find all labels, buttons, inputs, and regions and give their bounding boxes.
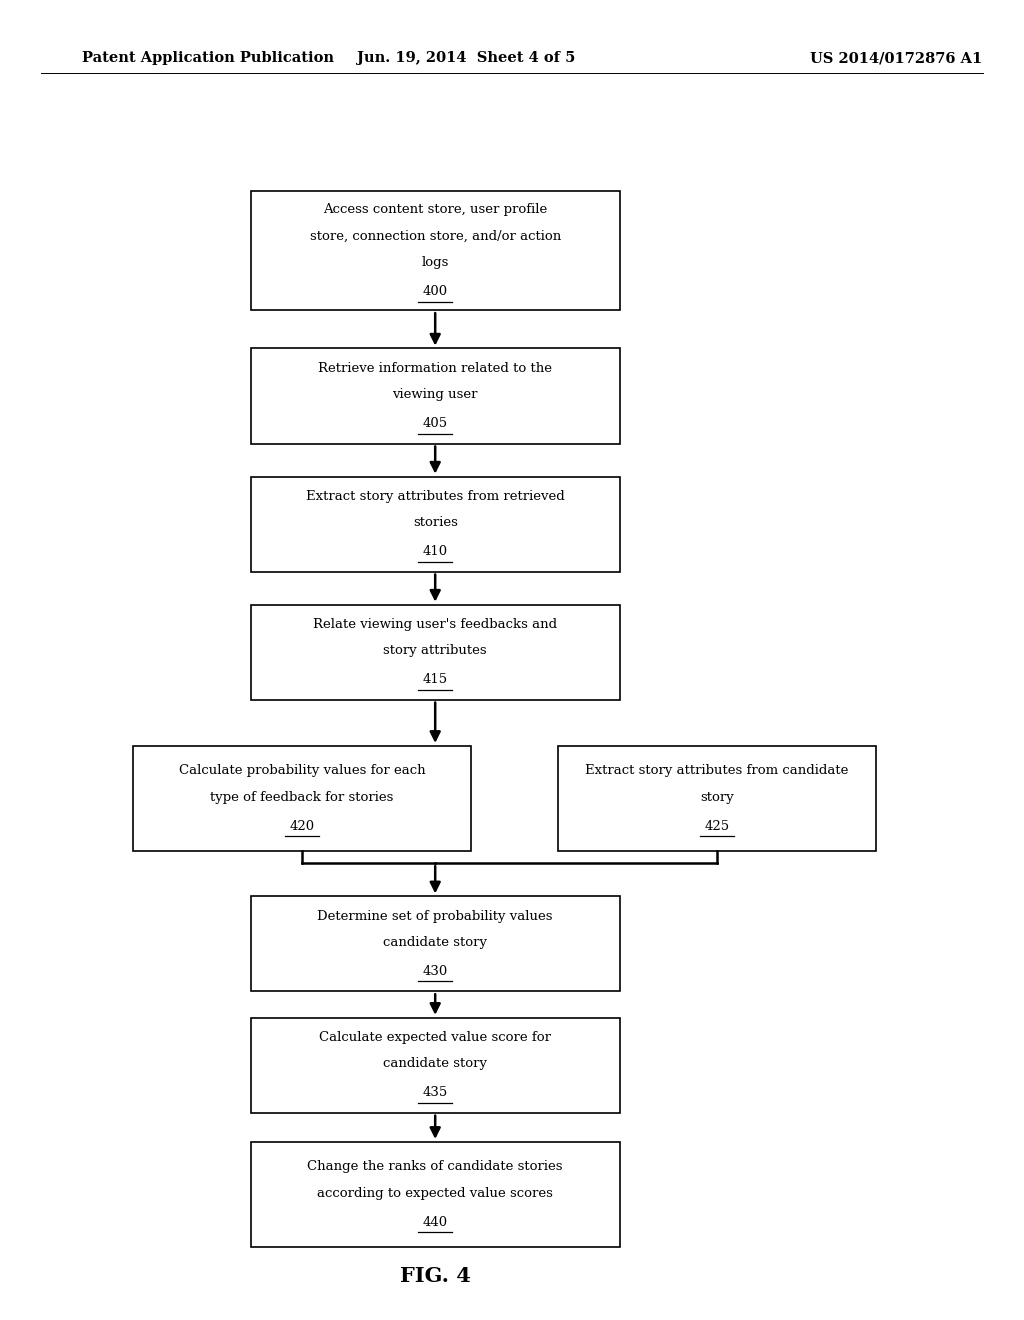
Bar [251,1018,620,1113]
Text: 415: 415 [423,673,447,686]
Text: FIG. 4: FIG. 4 [399,1266,471,1287]
Text: Access content store, user profile: Access content store, user profile [324,203,547,216]
Text: Jun. 19, 2014  Sheet 4 of 5: Jun. 19, 2014 Sheet 4 of 5 [356,51,575,65]
Text: Calculate probability values for each: Calculate probability values for each [179,764,425,777]
Bar [133,746,471,851]
Text: 435: 435 [423,1086,447,1100]
Text: 440: 440 [423,1216,447,1229]
Text: stories: stories [413,516,458,529]
Text: Calculate expected value score for: Calculate expected value score for [319,1031,551,1044]
Text: Change the ranks of candidate stories: Change the ranks of candidate stories [307,1160,563,1173]
Text: story: story [700,791,733,804]
Bar [251,896,620,991]
Bar [251,348,620,444]
Text: Determine set of probability values: Determine set of probability values [317,909,553,923]
Bar [251,1142,620,1247]
Text: 430: 430 [423,965,447,978]
Text: Extract story attributes from candidate: Extract story attributes from candidate [585,764,849,777]
Bar [251,191,620,310]
Text: 410: 410 [423,545,447,558]
Bar [251,477,620,572]
Text: candidate story: candidate story [383,936,487,949]
Text: Relate viewing user's feedbacks and: Relate viewing user's feedbacks and [313,618,557,631]
Text: Retrieve information related to the: Retrieve information related to the [318,362,552,375]
Text: candidate story: candidate story [383,1057,487,1071]
Text: story attributes: story attributes [383,644,487,657]
Text: type of feedback for stories: type of feedback for stories [210,791,394,804]
Text: Extract story attributes from retrieved: Extract story attributes from retrieved [306,490,564,503]
Text: 400: 400 [423,285,447,298]
Text: store, connection store, and/or action: store, connection store, and/or action [309,230,561,243]
Text: Patent Application Publication: Patent Application Publication [82,51,334,65]
Text: logs: logs [422,256,449,269]
Text: 405: 405 [423,417,447,430]
Bar [251,605,620,700]
Bar [558,746,876,851]
Text: 420: 420 [290,820,314,833]
Text: according to expected value scores: according to expected value scores [317,1187,553,1200]
Text: US 2014/0172876 A1: US 2014/0172876 A1 [810,51,982,65]
Text: 425: 425 [705,820,729,833]
Text: viewing user: viewing user [392,388,478,401]
